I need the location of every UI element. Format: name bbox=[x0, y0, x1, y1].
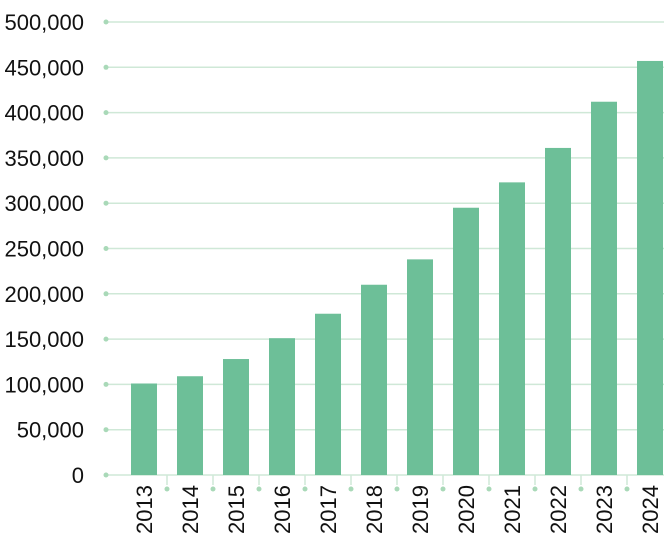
x-tick-label: 2020 bbox=[454, 485, 479, 534]
bar-2021 bbox=[499, 182, 525, 475]
x-tick-dot bbox=[210, 486, 216, 492]
x-tick-dot bbox=[440, 486, 446, 492]
gridline-dot bbox=[103, 155, 109, 161]
gridline-dot bbox=[103, 246, 109, 251]
y-tick-label: 150,000 bbox=[4, 327, 84, 352]
y-tick-label: 0 bbox=[72, 463, 84, 488]
gridline-dot bbox=[103, 427, 109, 433]
bar-2017 bbox=[315, 313, 341, 475]
bar-2015 bbox=[223, 359, 249, 475]
gridline-dot bbox=[103, 472, 109, 478]
x-tick-dot bbox=[532, 486, 538, 492]
y-tick-label: 300,000 bbox=[4, 191, 84, 216]
bar-2018 bbox=[361, 284, 387, 475]
gridline-dot bbox=[103, 336, 109, 342]
x-tick-dot bbox=[578, 486, 584, 492]
bars bbox=[131, 60, 663, 492]
y-tick-label: 250,000 bbox=[4, 237, 84, 262]
bar-2019 bbox=[407, 259, 433, 475]
gridline-dot bbox=[103, 110, 109, 116]
bar-2013 bbox=[131, 383, 157, 475]
y-tick-label: 200,000 bbox=[4, 282, 84, 307]
gridline-dot bbox=[103, 291, 109, 297]
y-tick-label: 450,000 bbox=[4, 55, 84, 80]
x-tick-label: 2019 bbox=[408, 485, 433, 534]
x-tick-label: 2016 bbox=[270, 485, 295, 534]
y-tick-label: 350,000 bbox=[4, 146, 84, 171]
x-tick-dot bbox=[624, 486, 630, 492]
gridline-dot bbox=[103, 381, 109, 387]
x-tick-dot bbox=[256, 486, 262, 492]
x-tick-label: 2018 bbox=[362, 485, 387, 534]
bar-2023 bbox=[591, 101, 617, 475]
y-tick-label: 400,000 bbox=[4, 101, 84, 126]
gridline-dot bbox=[103, 200, 109, 206]
x-tick-label: 2015 bbox=[224, 485, 249, 534]
x-tick-dot bbox=[486, 486, 492, 492]
bar-2024 bbox=[637, 60, 663, 475]
x-tick-dot bbox=[164, 486, 170, 492]
x-tick-label: 2023 bbox=[592, 485, 617, 534]
x-tick-label: 2013 bbox=[132, 485, 157, 534]
x-tick-label: 2014 bbox=[178, 485, 203, 534]
x-tick-dot bbox=[348, 486, 354, 492]
x-tick-label: 2022 bbox=[546, 485, 571, 534]
x-tick-label: 2024 bbox=[638, 485, 663, 534]
gridline-dot bbox=[103, 64, 109, 70]
bar-2014 bbox=[177, 376, 203, 475]
x-tick-dot bbox=[394, 486, 400, 492]
bar-2016 bbox=[269, 338, 295, 475]
x-tick-dot bbox=[302, 486, 308, 492]
gridline-dot bbox=[103, 19, 109, 25]
x-tick-label: 2021 bbox=[500, 485, 525, 534]
bar-2022 bbox=[545, 147, 571, 475]
bar-2020 bbox=[453, 207, 479, 476]
y-tick-label: 100,000 bbox=[4, 372, 84, 397]
y-tick-label: 500,000 bbox=[4, 10, 84, 35]
x-tick-label: 2017 bbox=[316, 485, 341, 534]
y-axis-tick-labels: 0 50,000 100,000 150,000 200,000 250,000 300,0… bbox=[4, 10, 84, 488]
x-axis-tick-labels: 2013 2014 2015 2016 2017 2018 2019 2020 2021 2022… bbox=[132, 485, 663, 534]
y-tick-label: 50,000 bbox=[17, 418, 84, 443]
